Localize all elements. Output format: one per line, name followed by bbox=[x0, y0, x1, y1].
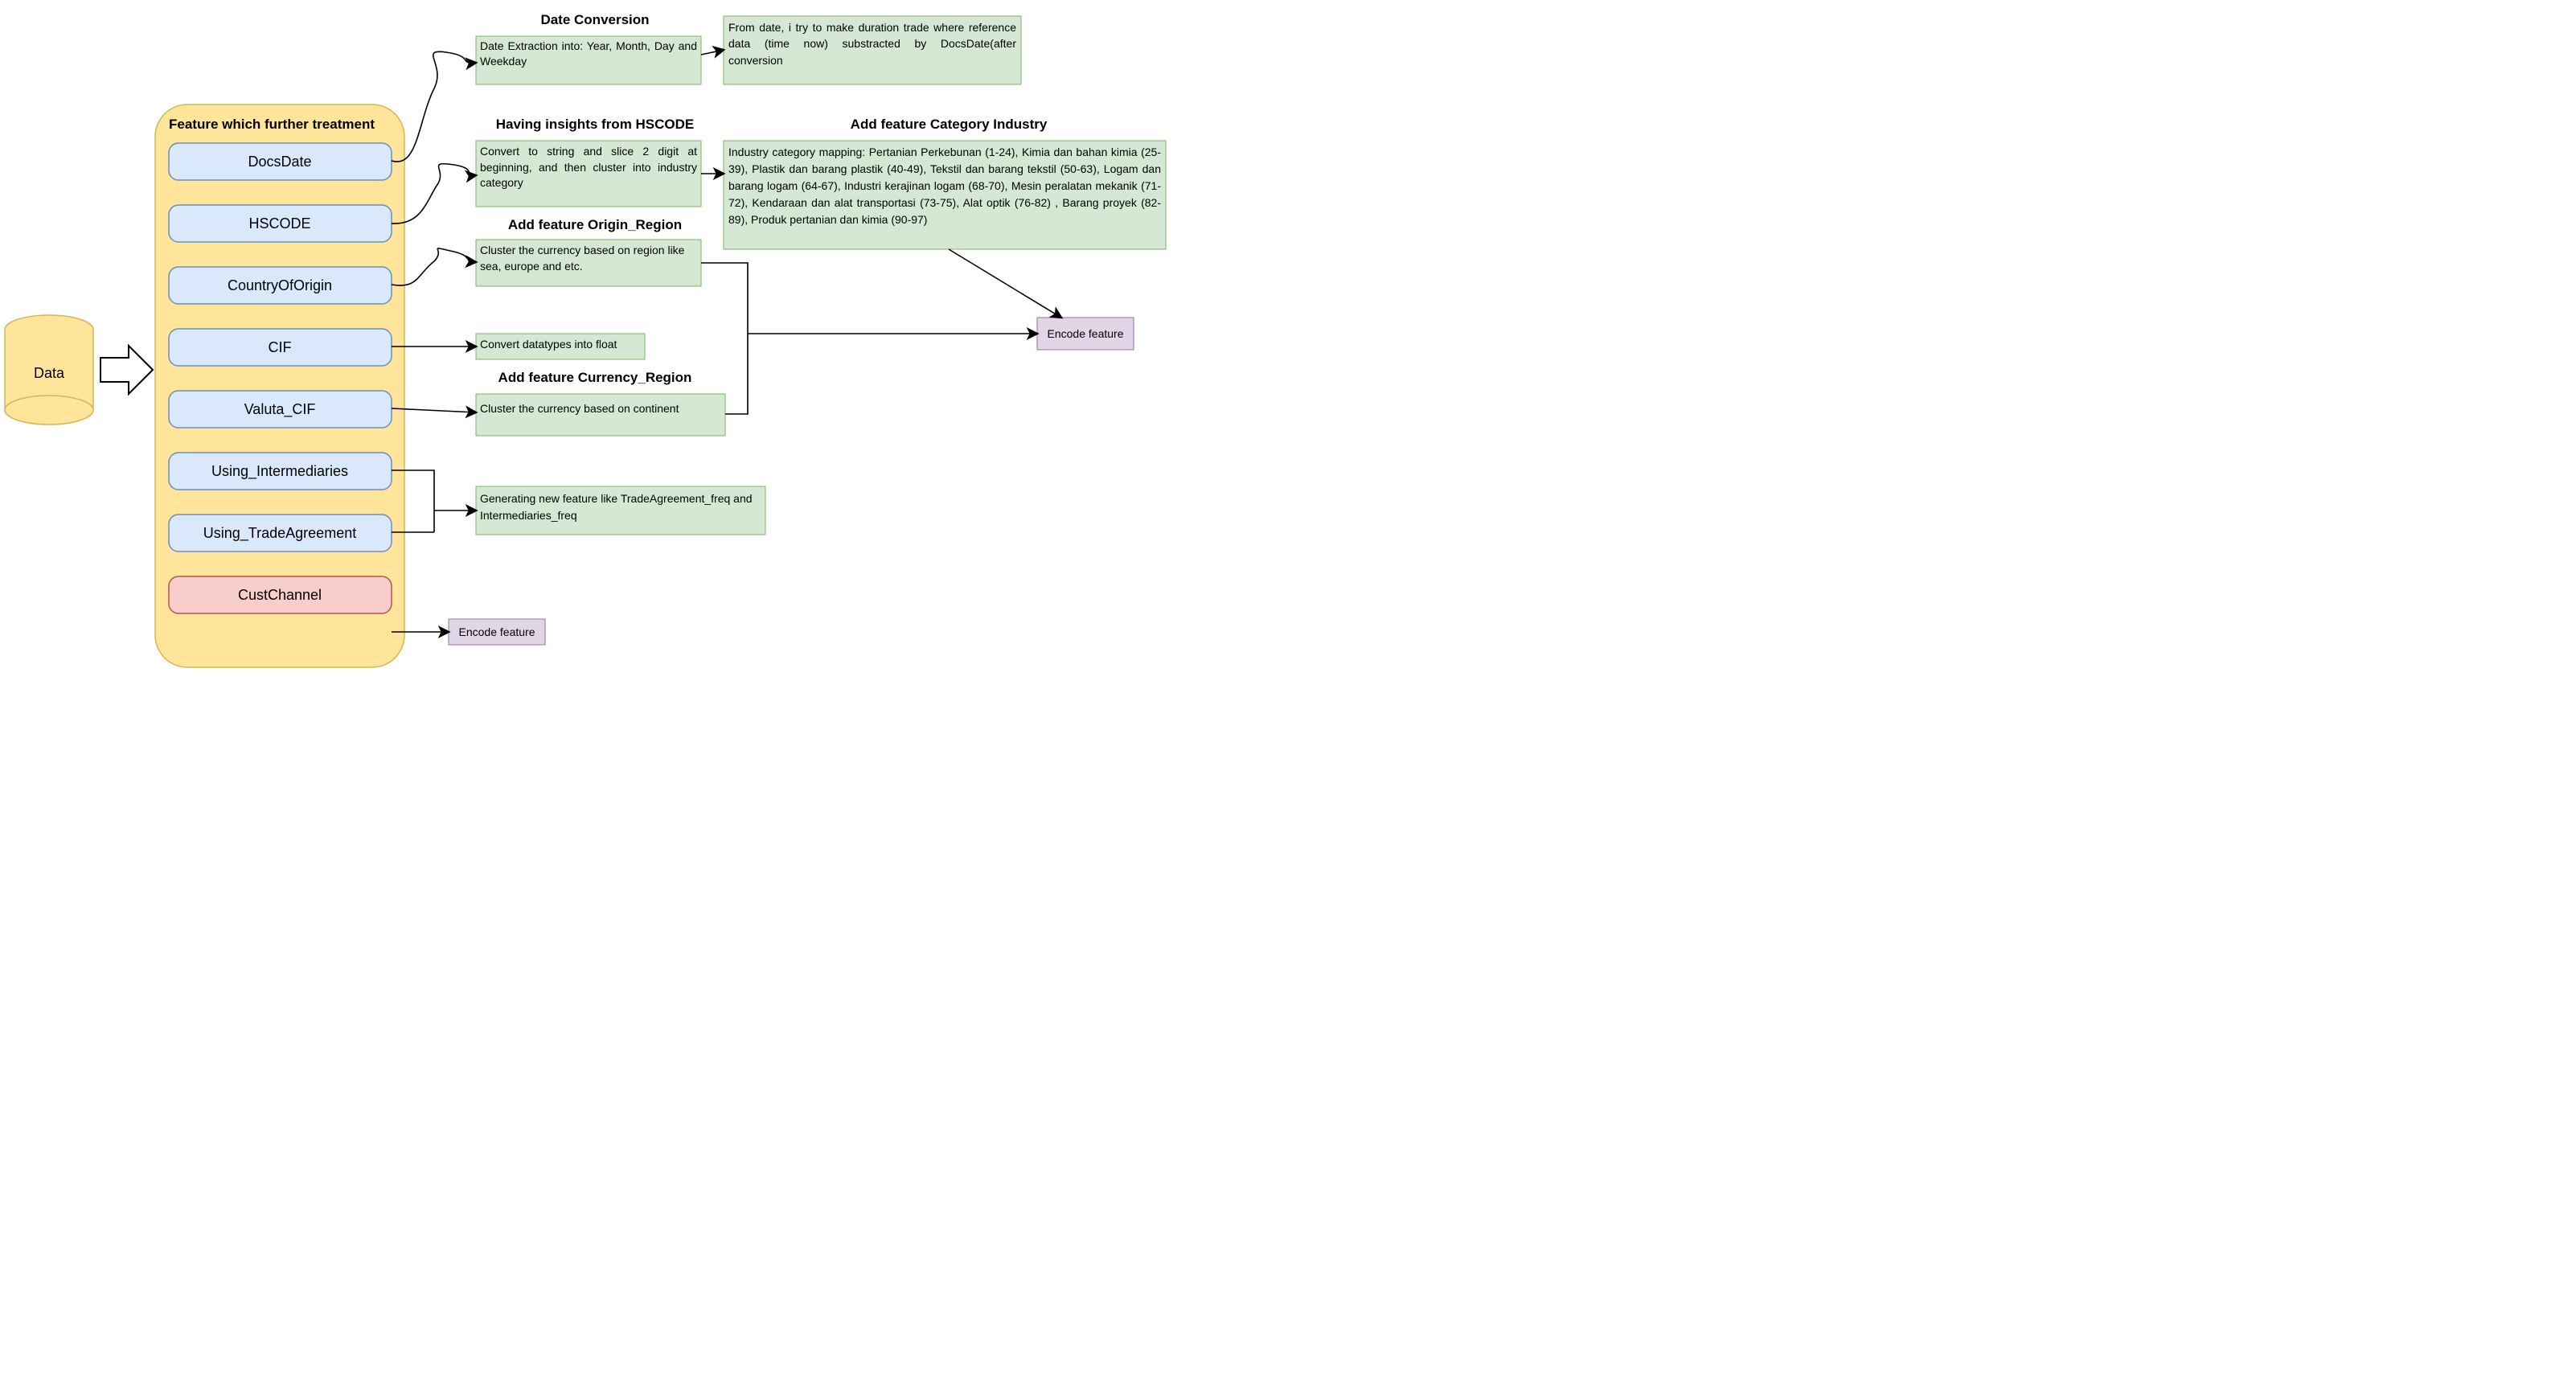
feature-container-title: Feature which further treatment bbox=[169, 117, 375, 132]
heading-category-industry: Add feature Category Industry bbox=[851, 117, 1048, 132]
feature-item-label: Using_TradeAgreement bbox=[203, 525, 356, 542]
feature-item-using_intermediaries: Using_Intermediaries bbox=[169, 453, 392, 490]
feature-item-label: Valuta_CIF bbox=[244, 401, 316, 418]
edge-origin-to-encode bbox=[701, 263, 1037, 334]
box-cif-convert: Convert datatypes into float bbox=[476, 334, 645, 359]
feature-item-label: Using_Intermediaries bbox=[211, 463, 348, 480]
feature-item-label: HSCODE bbox=[248, 215, 310, 232]
box-currency-region: Cluster the currency based on continent bbox=[476, 394, 725, 436]
edge-dateextract-to-duration bbox=[701, 50, 724, 55]
feature-item-countryoforigin: CountryOfOrigin bbox=[169, 267, 392, 304]
heading-date-conversion: Date Conversion bbox=[540, 12, 649, 27]
data-cylinder: Data bbox=[5, 315, 93, 424]
svg-text:Encode feature: Encode feature bbox=[459, 625, 535, 638]
box-encode-right: Encode feature bbox=[1037, 318, 1134, 350]
box-category-industry: Industry category mapping: Pertanian Per… bbox=[724, 141, 1166, 249]
data-to-features-arrow bbox=[100, 346, 153, 394]
feature-item-cif: CIF bbox=[169, 329, 392, 366]
edge-currency-join bbox=[725, 334, 748, 414]
feature-item-using_tradeagreement: Using_TradeAgreement bbox=[169, 515, 392, 552]
box-hscode-convert: Convert to string and slice 2 digit at b… bbox=[476, 141, 701, 207]
edge-category-to-encode bbox=[949, 249, 1061, 318]
feature-item-label: CIF bbox=[269, 339, 292, 355]
feature-item-docsdate: DocsDate bbox=[169, 143, 392, 180]
box-date-extraction: Date Extraction into: Year, Month, Day a… bbox=[476, 36, 701, 84]
data-label: Data bbox=[34, 365, 65, 381]
svg-text:Encode feature: Encode feature bbox=[1048, 327, 1124, 340]
box-duration-trade: From date, i try to make duration trade … bbox=[724, 16, 1021, 84]
box-encode-bottom: Encode feature bbox=[449, 619, 545, 645]
heading-origin-region: Add feature Origin_Region bbox=[508, 217, 682, 232]
heading-hscode-insights: Having insights from HSCODE bbox=[496, 117, 695, 132]
box-freq-features: Generating new feature like TradeAgreeme… bbox=[476, 486, 765, 535]
feature-item-label: CustChannel bbox=[238, 587, 322, 603]
feature-item-valuta_cif: Valuta_CIF bbox=[169, 391, 392, 428]
feature-item-label: CountryOfOrigin bbox=[228, 277, 332, 293]
box-origin-region: Cluster the currency based on region lik… bbox=[476, 240, 701, 286]
feature-item-hscode: HSCODE bbox=[169, 205, 392, 242]
feature-item-custchannel: CustChannel bbox=[169, 576, 392, 613]
heading-currency-region: Add feature Currency_Region bbox=[498, 370, 692, 385]
feature-item-label: DocsDate bbox=[248, 154, 311, 170]
